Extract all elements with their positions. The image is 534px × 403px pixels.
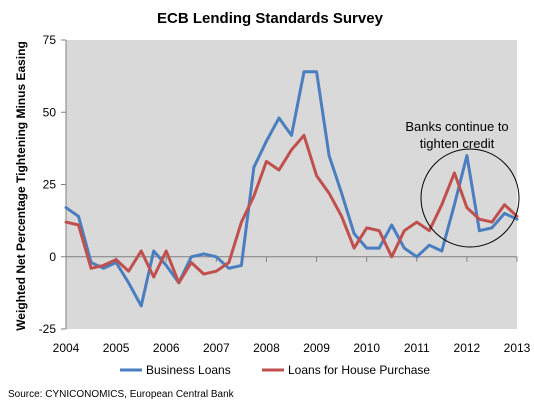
x-tick-label: 2009	[303, 341, 330, 355]
x-tick-label: 2005	[103, 341, 130, 355]
x-tick-label: 2007	[203, 341, 230, 355]
series-line-1	[64, 133, 519, 285]
plot-area	[66, 40, 517, 329]
y-tick-label: 75	[43, 33, 57, 47]
x-tick-label: 2008	[253, 341, 280, 355]
legend-label-1: Loans for House Purchase	[288, 363, 430, 377]
series-line-0	[64, 70, 519, 308]
chart-title: ECB Lending Standards Survey	[157, 10, 384, 27]
annotation-line-1: Banks continue to	[405, 119, 508, 134]
x-tick-label: 2004	[53, 341, 80, 355]
source-note: Source: CYNICONOMICS, European Central B…	[8, 389, 235, 400]
legend-label-0: Business Loans	[146, 363, 231, 377]
x-tick-label: 2010	[353, 341, 380, 355]
y-axis-label: Weighted Net Percentage Tightening Minus…	[14, 41, 28, 331]
y-tick-label: -25	[39, 322, 57, 336]
x-tick-label: 2013	[504, 341, 531, 355]
y-tick-label: 25	[43, 178, 57, 192]
y-tick-label: 0	[49, 250, 56, 264]
annotation-line-2: tighten credit	[420, 136, 495, 151]
x-tick-label: 2012	[454, 341, 481, 355]
x-tick-label: 2006	[153, 341, 180, 355]
y-tick-label: 50	[43, 105, 57, 119]
x-tick-label: 2011	[404, 341, 430, 355]
annotation-circle	[420, 148, 520, 248]
